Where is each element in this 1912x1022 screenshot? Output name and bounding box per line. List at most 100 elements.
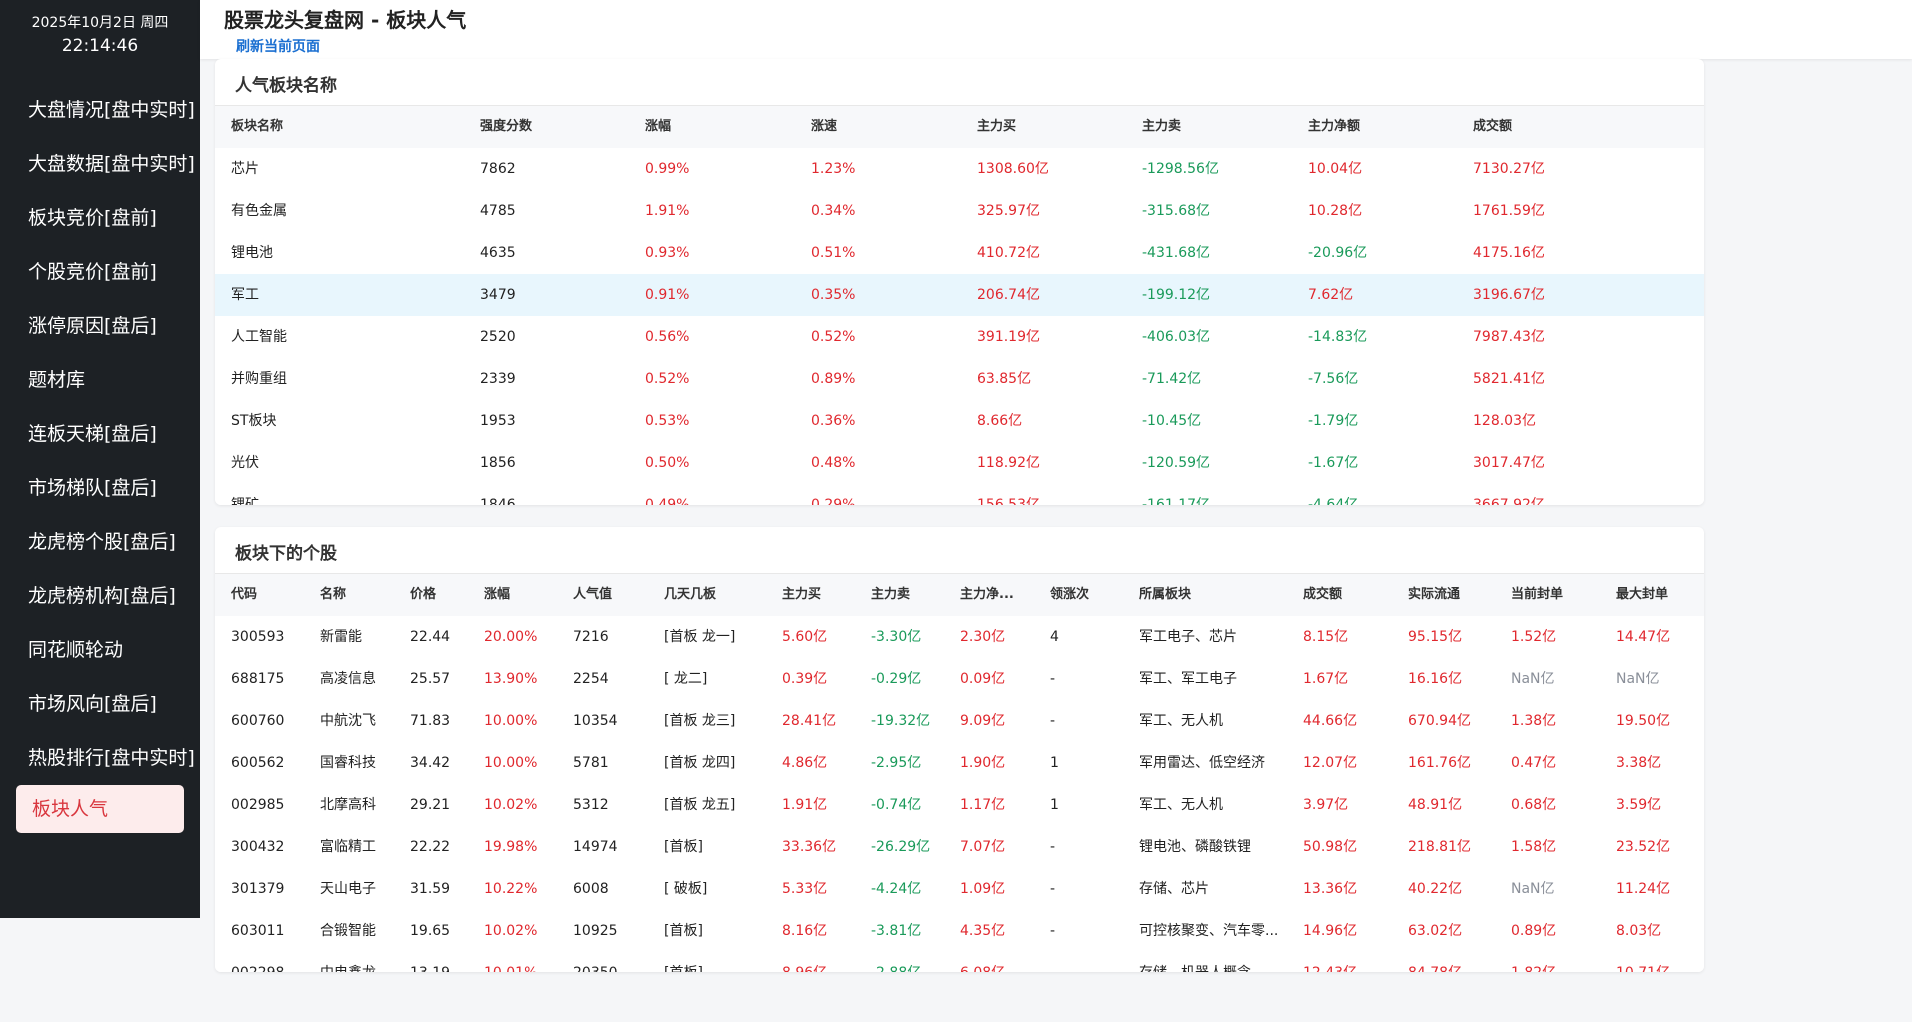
table-cell: 军工、军工电子	[1139, 671, 1237, 687]
table-cell: 206.74亿	[977, 287, 1040, 303]
table-row[interactable]: 有色金属 4785 1.91% 0.34% 325.97亿 -315.68亿 10.28亿 1…	[215, 190, 1704, 233]
table-row[interactable]: 并购重组 2339 0.52% 0.89% 63.85亿 -71.42亿 -7.56亿 582…	[215, 358, 1704, 401]
table-cell: ST板块	[231, 413, 277, 429]
table-cell: 34.42	[410, 755, 451, 771]
menu-item[interactable]: 题材库	[28, 369, 86, 391]
table-cell: 13.90%	[484, 671, 538, 687]
table-cell: 光伏	[231, 455, 259, 471]
table-cell: 10.00%	[484, 713, 538, 729]
menu-item[interactable]: 涨停原因[盘后]	[28, 315, 157, 337]
table-row[interactable]: 002985 北摩高科 29.21 10.02% 5312 [首板 龙五] 1.91亿 -0.…	[215, 784, 1704, 827]
table-cell: 63.02亿	[1408, 923, 1463, 939]
table-cell: 1846	[480, 497, 516, 505]
table-cell: 锂电池、磷酸铁锂	[1139, 839, 1251, 855]
table-cell: -	[1050, 881, 1056, 897]
table-cell: 2339	[480, 371, 516, 387]
table-cell: 156.53亿	[977, 497, 1040, 505]
table-row[interactable]: 光伏 1856 0.50% 0.48% 118.92亿 -120.59亿 -1.67亿 301…	[215, 442, 1704, 485]
table-cell: -199.12亿	[1142, 287, 1211, 303]
table-cell: 20350	[573, 952, 618, 972]
table-row[interactable]: 锂电池 4635 0.93% 0.51% 410.72亿 -431.68亿 -20.96亿 4…	[215, 232, 1704, 275]
table-cell: 410.72亿	[977, 245, 1040, 261]
column-header: 板块名称	[231, 119, 284, 134]
table-header: 代码 名称 价格 涨幅 人气值 几天几板 主力买 主力卖 主力净... 领涨次 所属板块 成交额 实际流…	[215, 573, 1704, 617]
table-cell: 5312	[573, 797, 609, 813]
menu-item[interactable]: 市场梯队[盘后]	[28, 477, 157, 499]
table-cell: 28.41亿	[782, 713, 837, 729]
menu-item[interactable]: 大盘情况[盘中实时]	[28, 99, 195, 121]
menu-item[interactable]: 连板天梯[盘后]	[28, 423, 157, 445]
table-row[interactable]: ST板块 1953 0.53% 0.36% 8.66亿 -10.45亿 -1.79亿 128.…	[215, 400, 1704, 443]
table-cell: 301379	[231, 881, 285, 897]
table-cell: 0.48%	[811, 455, 856, 471]
table-cell: 22.44	[410, 629, 451, 645]
refresh-link[interactable]: 刷新当前页面	[236, 39, 320, 55]
column-header: 当前封单	[1511, 587, 1564, 602]
table-cell: 0.49%	[645, 497, 690, 505]
table-cell: 10.02%	[484, 797, 538, 813]
table-row[interactable]: 军工 3479 0.91% 0.35% 206.74亿 -199.12亿 7.62亿 3196…	[215, 274, 1704, 317]
table-row[interactable]: 锂矿 1846 0.49% 0.29% 156.53亿 -161.17亿 -4.64亿 366…	[215, 484, 1704, 505]
menu-item[interactable]: 同花顺轮动	[28, 639, 124, 661]
table-row[interactable]: 002298 中电鑫龙 13.19 10.01% 20350 [首板] 8.96亿 -2.88…	[215, 952, 1704, 972]
table-cell: 7862	[480, 161, 516, 177]
table-cell: 2.30亿	[960, 629, 1006, 645]
table-cell: 0.50%	[645, 455, 690, 471]
table-cell: 1	[1050, 755, 1059, 771]
table-row[interactable]: 603011 合锻智能 19.65 10.02% 10925 [首板] 8.16亿 -3.81…	[215, 910, 1704, 953]
column-header: 主力卖	[1142, 119, 1182, 134]
menu-item[interactable]: 龙虎榜个股[盘后]	[28, 531, 176, 553]
column-header: 涨幅	[484, 587, 511, 602]
page-title: 股票龙头复盘网 - 板块人气	[224, 8, 467, 32]
table-cell: 7.07亿	[960, 839, 1006, 855]
panel-title: 板块下的个股	[235, 544, 337, 564]
table-cell: 4.86亿	[782, 755, 828, 771]
column-header: 涨幅	[645, 119, 672, 134]
table-cell: 新雷能	[320, 629, 362, 645]
table-cell: 0.89%	[811, 371, 856, 387]
table-row[interactable]: 600760 中航沈飞 71.83 10.00% 10354 [首板 龙三] 28.41亿 -…	[215, 700, 1704, 743]
table-row[interactable]: 600562 国睿科技 34.42 10.00% 5781 [首板 龙四] 4.86亿 -2.…	[215, 742, 1704, 785]
table-cell: 军用雷达、低空经济	[1139, 755, 1265, 771]
panel-title: 人气板块名称	[235, 76, 337, 96]
table-cell: -	[1050, 923, 1056, 939]
table-cell: 8.96亿	[782, 952, 827, 972]
table-cell: 0.39亿	[782, 671, 828, 687]
table-row[interactable]: 芯片 7862 0.99% 1.23% 1308.60亿 -1298.56亿 10.04亿 7…	[215, 148, 1704, 191]
menu-item[interactable]: 热股排行[盘中实时]	[28, 747, 195, 769]
table-cell: -1298.56亿	[1142, 161, 1219, 177]
table-cell: 高凌信息	[320, 671, 376, 687]
column-header: 主力卖	[871, 587, 911, 602]
column-header: 强度分数	[480, 119, 533, 134]
menu-item[interactable]: 龙虎榜机构[盘后]	[28, 585, 176, 607]
table-row[interactable]: 300593 新雷能 22.44 20.00% 7216 [首板 龙一] 5.60亿 -3.3…	[215, 616, 1704, 659]
table-cell: 1856	[480, 455, 516, 471]
table-cell: 3.97亿	[1303, 797, 1349, 813]
table-cell: 存储、芯片	[1139, 881, 1209, 897]
menu-item[interactable]: 板块竞价[盘前]	[28, 207, 157, 229]
table-cell: NaN亿	[1511, 881, 1555, 897]
menu-item[interactable]: 板块人气	[16, 785, 184, 833]
table-cell: 4.35亿	[960, 923, 1006, 939]
table-cell: -2.95亿	[871, 755, 922, 771]
table-cell: 48.91亿	[1408, 797, 1463, 813]
menu-item[interactable]: 个股竞价[盘前]	[28, 261, 157, 283]
table-cell: 3196.67亿	[1473, 287, 1545, 303]
table-cell: 40.22亿	[1408, 881, 1463, 897]
table-cell: 19.50亿	[1616, 713, 1671, 729]
table-cell: 4	[1050, 629, 1059, 645]
table-cell: 0.29%	[811, 497, 856, 505]
table-row[interactable]: 301379 天山电子 31.59 10.22% 6008 [ 破板] 5.33亿 -4.24…	[215, 868, 1704, 911]
table-row[interactable]: 688175 高凌信息 25.57 13.90% 2254 [ 龙二] 0.39亿 -0.29…	[215, 658, 1704, 701]
table-cell: 4785	[480, 203, 516, 219]
time: 22:14:46	[61, 36, 139, 56]
table-cell: 8.15亿	[1303, 629, 1349, 645]
table-cell: 10.71亿	[1616, 952, 1670, 972]
menu-item[interactable]: 大盘数据[盘中实时]	[28, 153, 195, 175]
table-cell: 5.33亿	[782, 881, 828, 897]
column-header: 主力买	[977, 119, 1017, 134]
table-row[interactable]: 300432 富临精工 22.22 19.98% 14974 [首板] 33.36亿 -26.…	[215, 826, 1704, 869]
table-row[interactable]: 人工智能 2520 0.56% 0.52% 391.19亿 -406.03亿 -14.83亿…	[215, 316, 1704, 359]
menu-item[interactable]: 市场风向[盘后]	[28, 693, 157, 715]
table-cell: 锂矿	[231, 497, 259, 505]
